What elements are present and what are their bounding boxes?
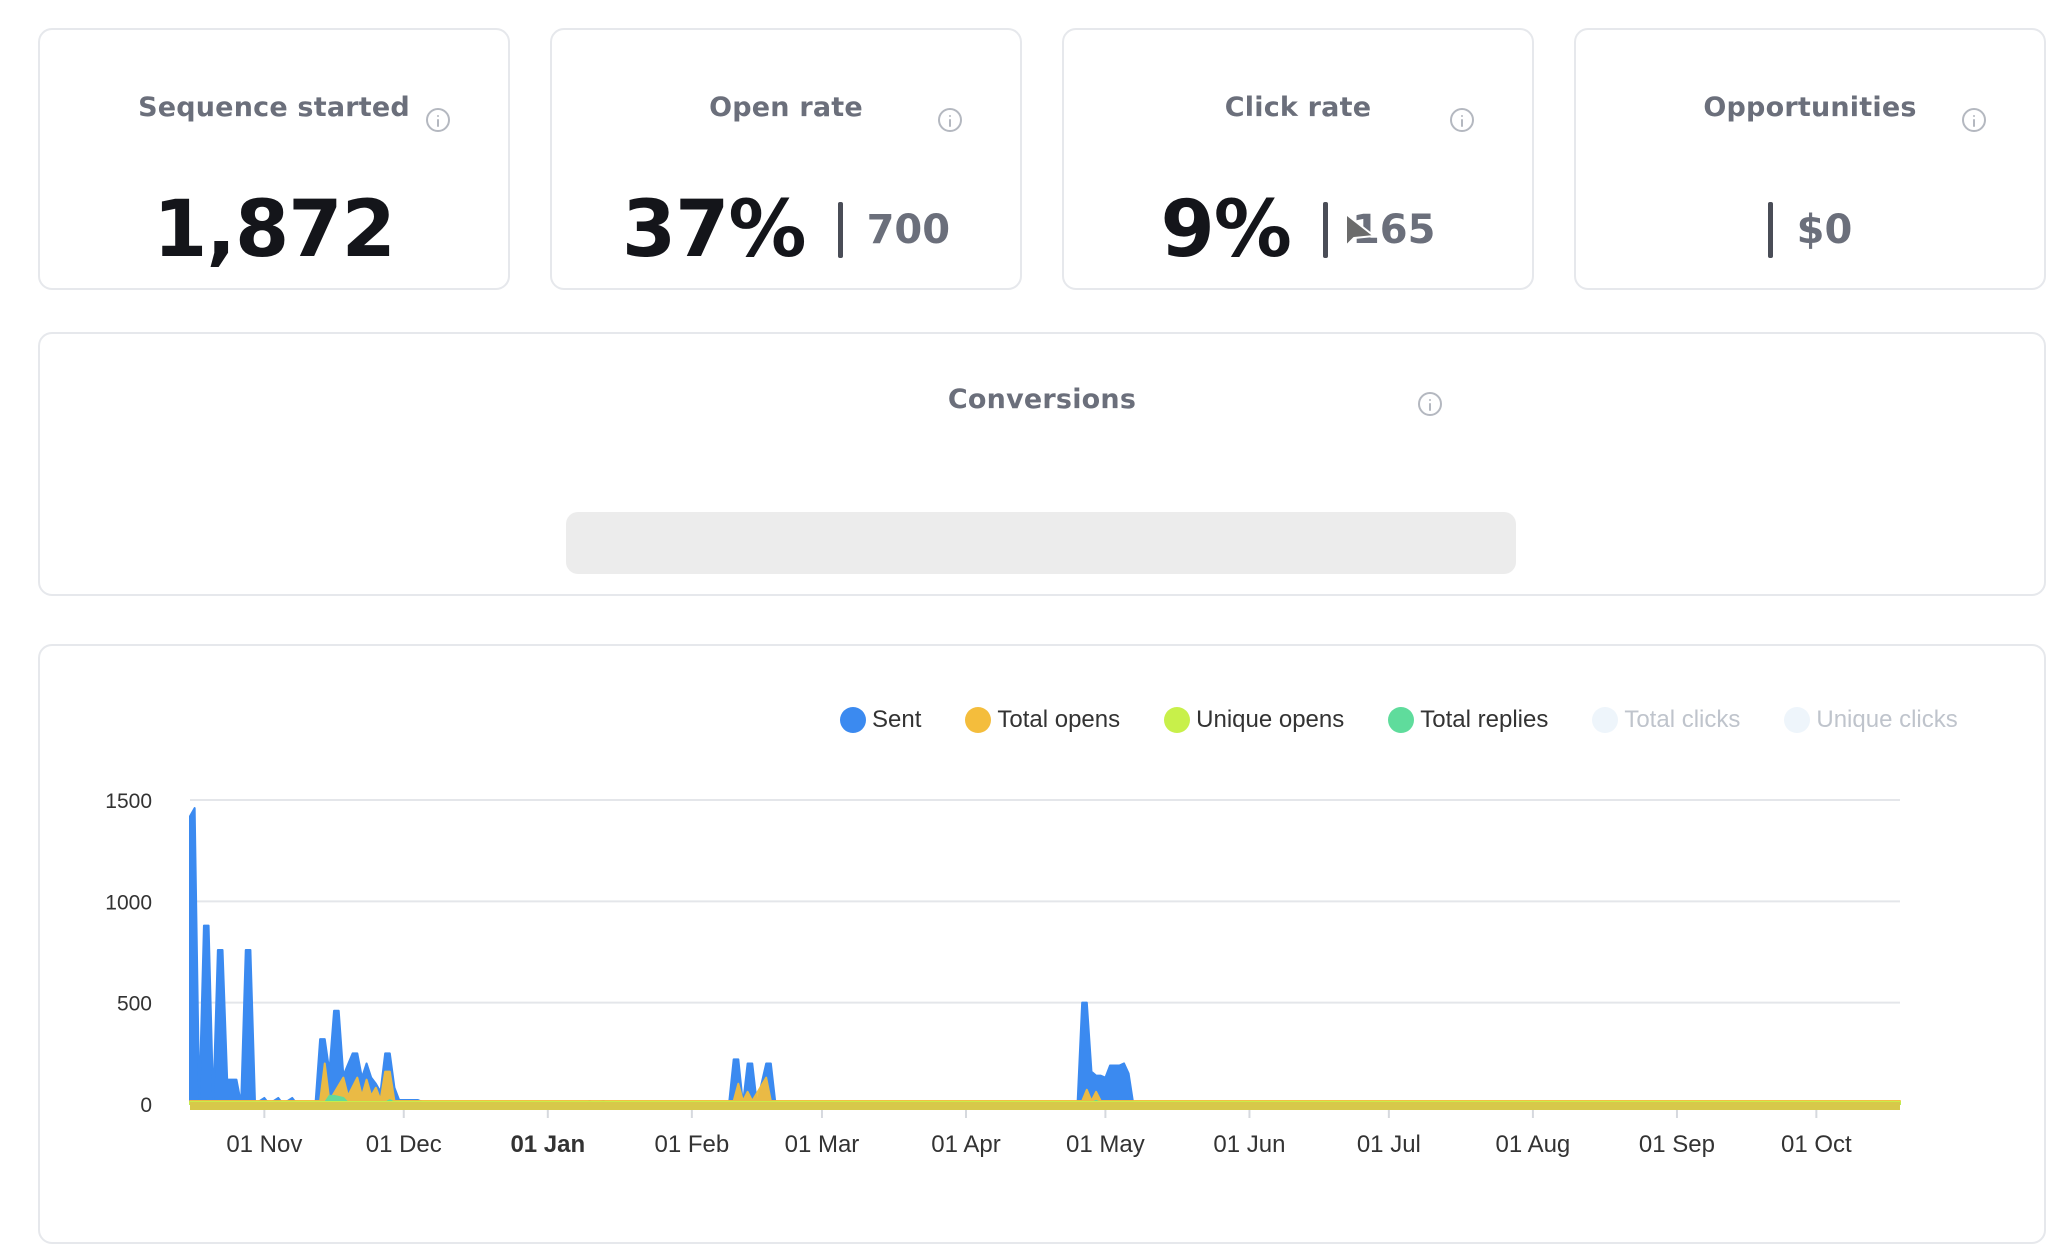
x-tick-label: 01 Jan bbox=[510, 1131, 585, 1158]
legend-item-total-replies[interactable]: Total replies bbox=[1388, 706, 1548, 734]
metric-secondary-value: $0 bbox=[1796, 207, 1853, 253]
legend-item-unique-clicks[interactable]: Unique clicks bbox=[1784, 706, 1958, 734]
metric-title: Sequence started bbox=[138, 92, 410, 123]
chart-legend: Sent Total opens Unique opens Total repl… bbox=[840, 706, 1958, 734]
metric-card-click-rate: Click rate 9% 165 bbox=[1062, 28, 1534, 290]
x-tick-label: 01 Nov bbox=[226, 1131, 302, 1158]
legend-label: Total clicks bbox=[1624, 706, 1741, 733]
legend-dot bbox=[840, 707, 866, 733]
metric-value-row: $0 bbox=[1576, 180, 2044, 280]
legend-label: Total opens bbox=[997, 706, 1121, 733]
x-tick-label: 01 Feb bbox=[654, 1131, 729, 1158]
x-tick-label: 01 Apr bbox=[931, 1131, 1000, 1158]
metric-value: 9% bbox=[1160, 185, 1292, 275]
metric-value: 1,872 bbox=[153, 185, 396, 275]
metric-separator bbox=[1767, 202, 1773, 258]
metric-card-opportunities: Opportunities $0 bbox=[1574, 28, 2046, 290]
metric-value: 37% bbox=[621, 185, 807, 275]
conversions-progress-bar bbox=[566, 512, 1516, 574]
legend-label: Sent bbox=[872, 706, 922, 733]
x-tick-label: 01 Jun bbox=[1213, 1131, 1285, 1158]
legend-item-sent[interactable]: Sent bbox=[840, 706, 921, 734]
x-tick-label: 01 Oct bbox=[1781, 1131, 1852, 1158]
y-tick-label: 1500 bbox=[105, 790, 152, 813]
x-tick-label: 01 May bbox=[1066, 1131, 1145, 1158]
legend-label: Unique clicks bbox=[1816, 706, 1958, 733]
x-tick-label: 01 Jul bbox=[1357, 1131, 1421, 1158]
y-tick-label: 500 bbox=[117, 993, 152, 1016]
info-icon[interactable] bbox=[426, 108, 450, 132]
activity-area-chart[interactable]: 1500 1000 500 0 01 Nov 01 Dec 01 Jan 01 Feb 01 M… bbox=[0, 0, 2056, 1211]
legend-dot bbox=[1164, 707, 1191, 733]
legend-item-total-opens[interactable]: Total opens bbox=[965, 706, 1120, 734]
metric-value-row: 1,872 bbox=[40, 180, 508, 280]
legend-dot bbox=[1784, 707, 1811, 733]
x-tick-label: 01 Sep bbox=[1639, 1131, 1715, 1158]
x-tick-label: 01 Dec bbox=[366, 1131, 442, 1158]
metric-card-open-rate: Open rate 37% 700 bbox=[550, 28, 1022, 290]
y-tick-label: 1000 bbox=[105, 891, 152, 914]
conversions-title: Conversions bbox=[947, 384, 1137, 415]
info-icon[interactable] bbox=[1962, 108, 1986, 132]
metric-value-row: 37% 700 bbox=[552, 180, 1020, 280]
series-area-total-opens bbox=[189, 1062, 1901, 1105]
metric-title: Click rate bbox=[1224, 92, 1372, 123]
legend-dot bbox=[965, 707, 992, 733]
metric-secondary-value: 700 bbox=[866, 207, 951, 253]
legend-label: Total replies bbox=[1420, 706, 1549, 733]
legend-dot bbox=[1592, 707, 1619, 733]
legend-dot bbox=[1388, 707, 1415, 733]
y-tick-label: 0 bbox=[140, 1094, 152, 1117]
metric-card-sequence-started: Sequence started 1,872 bbox=[38, 28, 510, 290]
x-tick-label: 01 Mar bbox=[785, 1131, 860, 1158]
x-tick-label: 01 Aug bbox=[1496, 1131, 1571, 1158]
legend-item-total-clicks[interactable]: Total clicks bbox=[1592, 706, 1740, 734]
mouse-cursor-icon bbox=[1345, 213, 1375, 247]
metric-title: Open rate bbox=[709, 92, 863, 123]
legend-item-unique-opens[interactable]: Unique opens bbox=[1164, 706, 1344, 734]
legend-label: Unique opens bbox=[1196, 706, 1345, 733]
metric-separator bbox=[837, 202, 843, 258]
info-icon[interactable] bbox=[1450, 108, 1474, 132]
info-icon[interactable] bbox=[938, 108, 962, 132]
info-icon[interactable] bbox=[1418, 392, 1442, 416]
metric-title: Opportunities bbox=[1703, 92, 1917, 123]
series-area-sent bbox=[189, 807, 1901, 1105]
metric-separator bbox=[1322, 202, 1328, 258]
